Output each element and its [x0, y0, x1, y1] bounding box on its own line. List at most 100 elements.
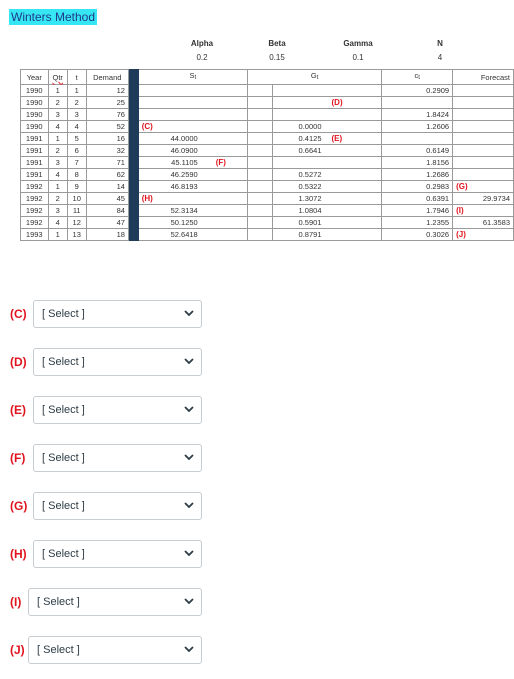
question-row: (C) [ Select ]: [10, 300, 210, 328]
cell-year: 1991: [20, 144, 49, 157]
cell-demand: 18: [85, 228, 129, 241]
cell-t: 6: [66, 144, 87, 157]
col-qtr: Qtr: [47, 69, 68, 85]
col-forecast: Forecast: [452, 69, 514, 85]
cell-s: 46.8193: [137, 180, 249, 193]
cell-g: 0.4125 (E): [271, 132, 383, 145]
col-s-sub: t: [194, 75, 197, 81]
cell-year: 1991: [20, 156, 49, 169]
answer-select[interactable]: [ Select ]: [28, 588, 202, 616]
tag-d: (D): [331, 98, 343, 107]
cell-c: 0.3026: [381, 228, 454, 241]
cell-forecast: [452, 96, 514, 109]
col-g-text: G: [310, 71, 317, 80]
question-label: (D): [10, 355, 27, 369]
cell-s: [137, 84, 249, 97]
question-row: (G) [ Select ]: [10, 492, 210, 520]
col-c-text: c: [414, 71, 419, 80]
cell-c: 0.6149: [381, 144, 454, 157]
c-value: 0.2909: [426, 86, 450, 95]
cell-qtr: 3: [47, 156, 68, 169]
divider-cell: [127, 120, 139, 133]
g-value: 0.0000: [298, 122, 322, 131]
answer-select[interactable]: [ Select ]: [33, 492, 202, 520]
divider-cell: [127, 96, 139, 109]
cell-c: 1.2606: [381, 120, 454, 133]
cell-demand: 76: [85, 108, 129, 121]
cell-s: 52.3134: [137, 204, 249, 217]
cell-g: (D): [271, 96, 383, 109]
cell-t: 2: [66, 96, 87, 109]
s-value: 46.2590: [170, 170, 198, 179]
beta-value: 0.15: [269, 53, 285, 62]
divider-cell: [127, 228, 139, 241]
answer-select[interactable]: [ Select ]: [33, 540, 202, 568]
cell-t: 10: [66, 192, 87, 205]
cell-c: [381, 132, 454, 145]
cell-demand: 71: [85, 156, 129, 169]
table-row: 1992 3 11 84 52.3134 1.0804 1.7946 (I): [20, 204, 514, 217]
s-value: 45.1105: [171, 158, 198, 167]
winters-table: Year Qtr t Demand St Gt ct Forecast 1990…: [20, 69, 514, 241]
cell-qtr: 4: [47, 168, 68, 181]
forecast-value: 29.9734: [482, 194, 510, 203]
cell-c: 1.2686: [381, 168, 454, 181]
col-s: St: [137, 69, 249, 85]
answer-select[interactable]: [ Select ]: [33, 444, 202, 472]
cell-forecast: [452, 120, 514, 133]
tag-g: (G): [456, 182, 468, 191]
divider-cell: [127, 108, 139, 121]
divider-cell: [127, 144, 139, 157]
cell-demand: 14: [85, 180, 129, 193]
cell-t: 8: [66, 168, 87, 181]
cell-year: 1990: [20, 96, 49, 109]
cell-g: [271, 156, 383, 169]
col-t: t: [66, 69, 87, 85]
cell-year: 1993: [20, 228, 49, 241]
cell-g-spacer: [247, 84, 273, 97]
cell-g: 0.5322: [271, 180, 383, 193]
forecast-value: 61.3583: [482, 218, 510, 227]
cell-forecast: [452, 168, 514, 181]
cell-t: 7: [66, 156, 87, 169]
divider-cell: [127, 204, 139, 217]
answer-select[interactable]: [ Select ]: [33, 348, 202, 376]
cell-demand: 25: [85, 96, 129, 109]
table-row: 1991 1 5 16 44.0000 0.4125 (E): [20, 132, 514, 145]
g-value: 0.4125: [298, 134, 322, 143]
cell-qtr: 1: [47, 132, 68, 145]
cell-demand: 52: [85, 120, 129, 133]
chevron-down-icon: [184, 502, 194, 509]
c-value: 1.8156: [426, 158, 450, 167]
tag-f: (F): [215, 158, 226, 167]
cell-year: 1991: [20, 168, 49, 181]
divider-cell: [127, 192, 139, 205]
table-row: 1991 2 6 32 46.0900 0.6641 0.6149: [20, 144, 514, 157]
cell-s: 46.0900: [137, 144, 249, 157]
cell-qtr: 1: [47, 180, 68, 193]
cell-g: 1.0804: [271, 204, 383, 217]
cell-g-spacer: [247, 192, 273, 205]
cell-g: 1.3072: [271, 192, 383, 205]
tag-i: (I): [456, 206, 464, 215]
cell-demand: 62: [85, 168, 129, 181]
answer-select[interactable]: [ Select ]: [28, 636, 202, 664]
cell-g-spacer: [247, 168, 273, 181]
cell-year: 1990: [20, 84, 49, 97]
cell-c: [381, 96, 454, 109]
n-value: 4: [437, 53, 443, 62]
answer-select[interactable]: [ Select ]: [33, 396, 202, 424]
question-label: (I): [10, 595, 22, 609]
cell-t: 12: [66, 216, 87, 229]
question-row: (E) [ Select ]: [10, 396, 210, 424]
col-year: Year: [20, 69, 49, 85]
cell-demand: 45: [85, 192, 129, 205]
table-row: 1990 4 4 52 (C) 0.0000 1.2606: [20, 120, 514, 133]
c-value: 0.2983: [426, 182, 450, 191]
col-s-text: S: [189, 71, 195, 80]
c-value: 1.8424: [426, 110, 450, 119]
divider-cell: [127, 132, 139, 145]
cell-g: 0.0000: [271, 120, 383, 133]
col-c-sub: t: [418, 75, 420, 81]
answer-select[interactable]: [ Select ]: [33, 300, 202, 328]
